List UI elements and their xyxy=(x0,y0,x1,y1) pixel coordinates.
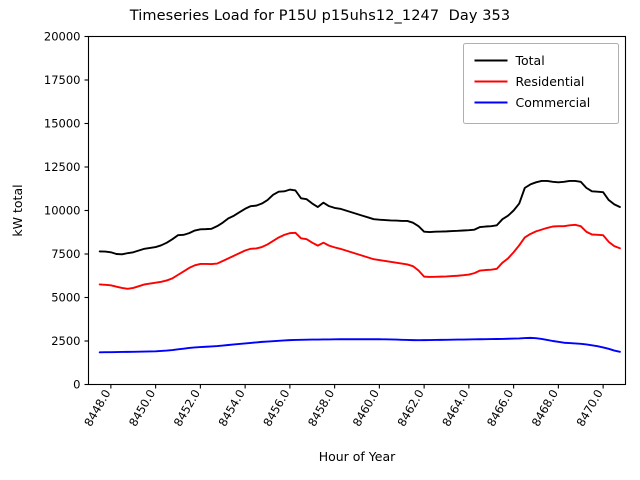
y-tick-label: 7500 xyxy=(51,247,80,261)
legend-label-residential: Residential xyxy=(516,74,585,89)
x-axis-label: Hour of Year xyxy=(319,449,396,464)
legend-box xyxy=(463,43,619,124)
x-tick-label: 8468.0 xyxy=(529,387,561,429)
y-tick-label: 5000 xyxy=(51,291,80,305)
x-tick-label: 8464.0 xyxy=(439,387,471,429)
legend-label-total: Total xyxy=(515,53,545,68)
x-tick-label: 8450.0 xyxy=(126,387,158,429)
x-tick-label: 8460.0 xyxy=(350,387,382,429)
x-axis-ticks: 8448.0 8450.0 8452.0 8454.0 8456.0 8458.0 8460… xyxy=(81,384,606,429)
x-tick-label: 8466.0 xyxy=(484,387,516,429)
y-tick-label: 12500 xyxy=(44,160,81,174)
x-tick-label: 8462.0 xyxy=(394,387,426,429)
chart-title: Timeseries Load for P15U p15uhs12_1247 D… xyxy=(129,8,511,24)
x-tick-label: 8458.0 xyxy=(305,387,337,429)
chart-legend: Total Residential Commercial xyxy=(463,43,619,124)
y-tick-label: 15000 xyxy=(44,117,81,131)
series-line-commercial xyxy=(98,336,621,354)
y-axis-label: kW total xyxy=(10,184,25,236)
y-tick-label: 20000 xyxy=(44,30,81,44)
y-tick-label: 10000 xyxy=(44,204,81,218)
data-series-group xyxy=(98,179,621,354)
y-tick-label: 0 xyxy=(73,378,80,392)
y-axis-ticks: 0 2500 5000 7500 10000 12500 15000 17500 20000 xyxy=(44,30,89,392)
x-tick-label: 8448.0 xyxy=(81,387,113,429)
y-tick-label: 17500 xyxy=(44,73,81,87)
x-tick-label: 8470.0 xyxy=(573,387,605,429)
series-line-total xyxy=(98,179,621,256)
legend-label-commercial: Commercial xyxy=(516,95,591,110)
x-tick-label: 8452.0 xyxy=(171,387,203,429)
y-tick-label: 2500 xyxy=(51,334,80,348)
series-line-residential xyxy=(98,223,621,290)
x-tick-label: 8454.0 xyxy=(215,387,247,429)
x-tick-label: 8456.0 xyxy=(260,387,292,429)
